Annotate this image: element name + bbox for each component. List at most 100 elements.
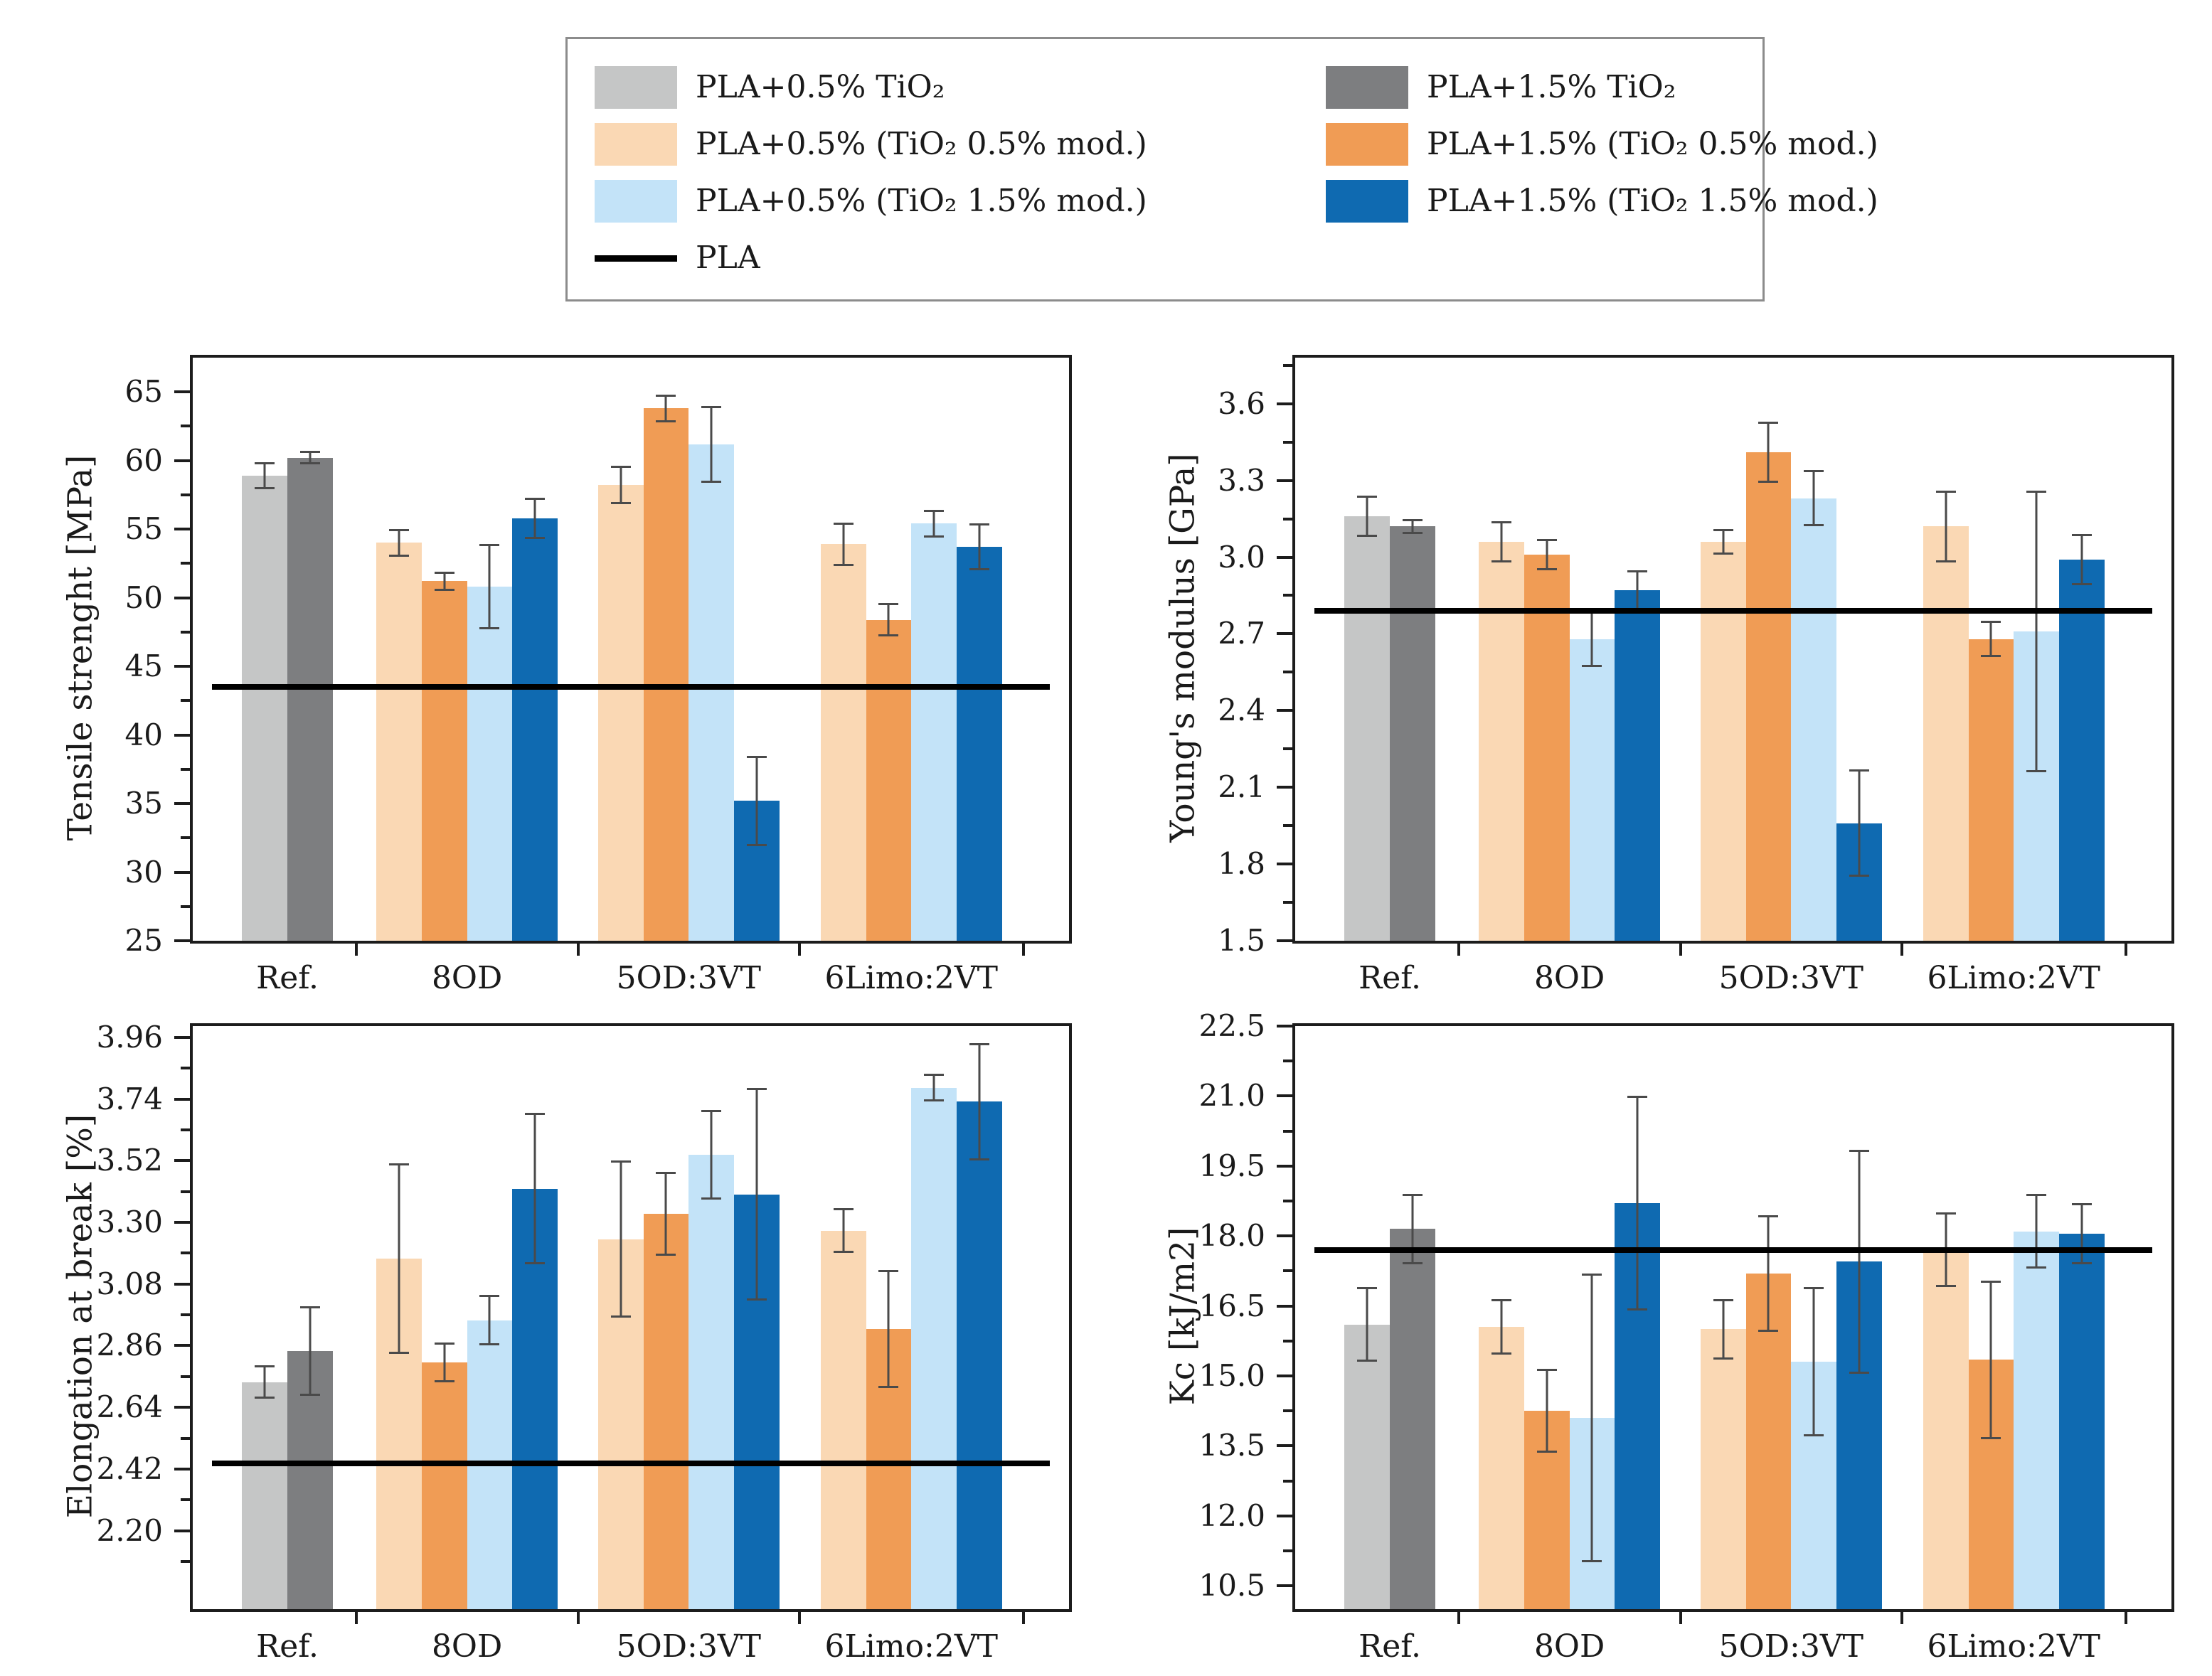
bar: [1923, 526, 1969, 941]
bar: [1791, 498, 1836, 941]
y-tick: [174, 733, 190, 737]
error-bar-line: [1411, 1194, 1414, 1264]
error-bar-cap-top: [1713, 1298, 1733, 1301]
y-minor-tick: [1283, 671, 1292, 674]
error-bar-line: [1945, 491, 1947, 562]
y-minor-tick: [181, 904, 190, 908]
error-bar: [701, 405, 722, 483]
error-bar-cap-bottom: [701, 480, 722, 483]
error-bar: [1758, 421, 1779, 484]
y-tick-label: 18.0: [1198, 1218, 1265, 1254]
error-bar-line: [932, 1074, 935, 1102]
error-bar-cap-top: [1536, 1369, 1557, 1372]
error-bar: [1713, 528, 1733, 555]
error-bar-cap-top: [1981, 1280, 2001, 1283]
y-tick-label: 3.08: [96, 1266, 163, 1301]
bar: [643, 1214, 689, 1609]
error-bar-line: [664, 1172, 667, 1256]
y-minor-tick: [1283, 517, 1292, 521]
legend-item: PLA+0.5% (TiO₂ 0.5% mod.): [595, 116, 1147, 173]
error-bar-cap-bottom: [1582, 1560, 1602, 1563]
y-minor-tick: [181, 1067, 190, 1070]
error-bar-cap-bottom: [2071, 583, 2092, 586]
y-minor-tick: [181, 1313, 190, 1317]
bar: [1968, 639, 2014, 941]
error-bar: [1402, 518, 1423, 535]
legend-label: PLA+0.5% (TiO₂ 0.5% mod.): [696, 126, 1147, 162]
error-bar-line: [932, 510, 935, 538]
error-bar-line: [488, 1295, 491, 1346]
error-bar-line: [1590, 1273, 1593, 1563]
error-bar-cap-top: [1491, 1298, 1512, 1301]
y-minor-tick: [1283, 1549, 1292, 1552]
y-tick: [174, 1097, 190, 1101]
y-tick-label: 3.3: [1218, 462, 1265, 498]
y-tick: [174, 665, 190, 668]
error-bar-cap-top: [1491, 521, 1512, 524]
y-minor-tick: [1283, 1339, 1292, 1343]
error-bar: [1804, 470, 1824, 527]
error-bar-cap-top: [1627, 1096, 1648, 1099]
y-tick-label: 60: [124, 442, 163, 478]
y-tick-label: 45: [124, 648, 163, 684]
x-boundary-tick: [1021, 944, 1025, 956]
y-tick: [1277, 1094, 1292, 1098]
error-bar: [389, 529, 410, 557]
y-minor-tick: [181, 699, 190, 703]
y-tick-label: 3.6: [1218, 385, 1265, 421]
y-tick: [1277, 632, 1292, 636]
error-bar: [878, 603, 899, 636]
bar: [688, 444, 734, 941]
x-boundary-tick: [355, 944, 358, 956]
error-bar: [1536, 539, 1557, 570]
plot-area: 10.5 12.0 13.5 15.0 16.5 18.0 19.5 21.0 22.5 Ref.…: [1198, 1008, 2174, 1665]
y-minor-tick: [181, 767, 190, 771]
error-bar-cap-top: [1935, 491, 1956, 493]
error-bar: [1981, 621, 2001, 657]
error-bar-cap-top: [924, 1074, 945, 1077]
error-bar-cap-bottom: [701, 1197, 722, 1200]
chart-youngs-modulus: Young's modulus [GPa] 1.5 1.8 2.1 2.4 2.7 3.0…: [1142, 331, 2208, 999]
error-bar-cap-top: [1357, 496, 1378, 498]
y-tick: [174, 459, 190, 462]
bar: [512, 518, 558, 941]
bar: [2014, 1231, 2059, 1609]
error-bar-cap-top: [833, 522, 854, 525]
error-bar-cap-bottom: [1804, 524, 1824, 527]
y-tick: [1277, 1304, 1292, 1308]
y-tick: [1277, 1514, 1292, 1517]
error-bar: [1758, 1215, 1779, 1332]
error-bar-line: [1590, 611, 1593, 668]
error-bar-cap-top: [1357, 1287, 1378, 1290]
error-bar-line: [309, 1306, 312, 1397]
bar: [956, 1101, 1002, 1609]
error-bar-cap-top: [878, 603, 899, 606]
error-bar-cap-top: [924, 510, 945, 513]
error-bar-cap-bottom: [924, 535, 945, 538]
y-tick-label: 2.86: [96, 1328, 163, 1363]
y-tick: [1277, 709, 1292, 712]
error-bar-cap-top: [1582, 1273, 1602, 1276]
error-bar-line: [1767, 1215, 1770, 1332]
y-minor-tick: [181, 630, 190, 634]
legend-swatch-pla-0-5-tio2-0-5-mod: [595, 123, 677, 166]
category-label: Ref.: [1358, 960, 1421, 996]
error-bar-line: [1636, 570, 1639, 612]
error-bar: [1627, 570, 1648, 612]
error-bar-cap-top: [701, 405, 722, 408]
chart-elongation-at-break: Elongation at break [%] 2.20 2.42 2.64 2.86…: [39, 999, 1106, 1667]
error-bar-line: [755, 755, 758, 846]
error-bar-cap-bottom: [1627, 1308, 1648, 1311]
error-bar-line: [1722, 528, 1725, 555]
error-bar-line: [2080, 534, 2083, 586]
error-bar: [525, 1113, 546, 1265]
error-bar-cap-bottom: [2071, 1261, 2092, 1264]
error-bar: [1491, 1298, 1512, 1355]
error-bar-line: [842, 1208, 845, 1254]
y-tick: [174, 1035, 190, 1039]
y-tick-label: 2.4: [1218, 693, 1265, 728]
error-bar-cap-bottom: [1713, 552, 1733, 555]
bar: [1344, 1324, 1391, 1609]
error-bar: [2026, 491, 2047, 772]
bar: [1615, 590, 1660, 941]
